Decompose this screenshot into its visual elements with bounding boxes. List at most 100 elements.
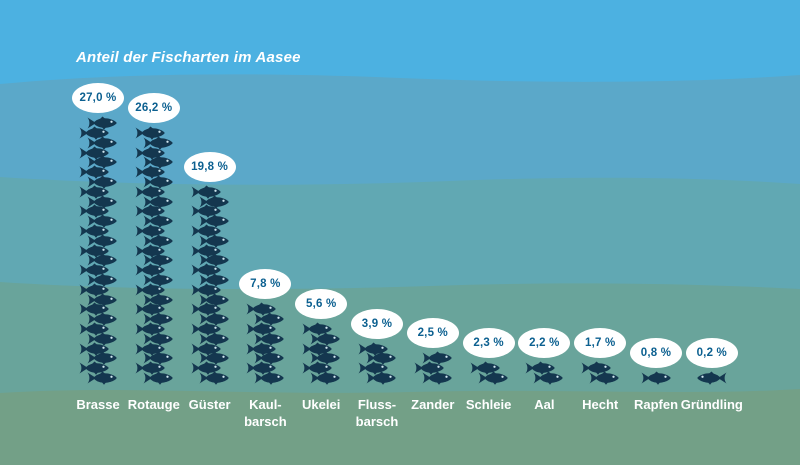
fish-icon: [254, 371, 285, 385]
fish-icon: [135, 146, 165, 160]
fish-icon: [199, 214, 229, 228]
fish-icon: [143, 195, 173, 209]
fish-icon: [79, 283, 109, 297]
fish-icon: [87, 214, 117, 228]
category-label: Brasse: [76, 397, 120, 412]
fish-icon: [143, 234, 173, 248]
category-label: Rapfen: [633, 397, 679, 412]
fish-icon: [302, 342, 332, 356]
fish-icon: [135, 322, 165, 336]
category-label: Aal: [534, 397, 555, 412]
fish-icon: [79, 263, 109, 277]
fish-icon: [422, 351, 452, 366]
fish-icon: [79, 244, 109, 258]
value-bubble: 5,6 %: [295, 289, 348, 319]
fish-icon: [366, 351, 396, 366]
value-bubble: 2,2 %: [518, 328, 571, 359]
fish-icon: [79, 204, 109, 219]
chart-title: Anteil der Fischarten im Aasee: [76, 49, 301, 66]
fish-icon: [79, 165, 109, 179]
fish-icon: [246, 361, 277, 375]
fish-icon: [246, 342, 277, 356]
fish-icon: [87, 234, 117, 248]
fish-icon: [87, 195, 117, 209]
fish-icon: [143, 136, 173, 150]
fish-icon: [641, 371, 671, 385]
fish-icon: [191, 342, 221, 356]
fish-icon: [191, 263, 221, 277]
category-label: Hecht: [582, 397, 619, 412]
category-label: Kaul- barsch: [244, 397, 287, 429]
fish-icon: [79, 185, 109, 199]
fish-icon: [143, 293, 173, 307]
fish-icon: [87, 351, 117, 366]
fish-icon: [135, 263, 165, 277]
fish-icon: [143, 371, 173, 385]
fish-icon: [135, 126, 165, 140]
fish-icon: [246, 322, 277, 336]
fish-icon: [79, 224, 109, 238]
fish-icon: [143, 332, 173, 346]
value-bubble: 2,5 %: [406, 318, 459, 349]
fish-icon: [87, 293, 117, 307]
fish-icon: [191, 322, 221, 336]
fish-icon: [358, 361, 388, 375]
fish-icon: [199, 253, 229, 268]
fish-icon: [87, 253, 117, 268]
category-label: Fluss- barsch: [355, 397, 399, 429]
fish-icon: [478, 371, 508, 385]
fish-icon: [135, 283, 165, 297]
fish-icon: [143, 253, 173, 268]
fish-icon: [366, 371, 396, 385]
fish-icon: [533, 371, 564, 385]
fish-icon: [199, 293, 229, 307]
value-bubble: 3,9 %: [351, 308, 403, 339]
fish-icon: [87, 273, 117, 287]
fish-icon: [470, 361, 500, 375]
fish-icon: [79, 322, 109, 336]
fish-icon: [191, 302, 221, 317]
fish-icon: [143, 155, 173, 170]
value-bubble: 26,2 %: [127, 93, 180, 123]
fish-icon: [135, 165, 165, 179]
fish-icon: [79, 146, 109, 160]
fish-icon: [87, 371, 117, 385]
fish-icon: [191, 283, 221, 297]
fish-icon: [422, 371, 452, 385]
value-bubble: 7,8 %: [239, 269, 292, 300]
fish-icon: [135, 342, 165, 356]
fish-icon: [143, 351, 173, 366]
fish-icon: [143, 312, 173, 326]
fish-icon: [79, 342, 109, 356]
fish-icon: [589, 371, 619, 385]
fish-icon: [358, 342, 388, 356]
fish-icon: [191, 244, 221, 258]
value-bubble: 27,0 %: [72, 83, 124, 114]
fish-icon: [135, 224, 165, 238]
fish-icon: [143, 175, 173, 189]
value-bubble: 2,3 %: [462, 328, 515, 359]
fish-icon: [79, 126, 109, 140]
fish-icon: [135, 185, 165, 199]
category-label: Güster: [188, 397, 231, 412]
fish-icon: [414, 361, 444, 375]
fish-icon: [191, 361, 221, 375]
fish-icon: [310, 371, 340, 385]
fish-icon: [135, 244, 165, 258]
fish-icon: [135, 302, 165, 317]
fish-icon: [87, 312, 117, 326]
fish-icon: [246, 302, 277, 317]
fish-icon: [135, 204, 165, 219]
fish-icon: [302, 361, 332, 375]
fish-icon: [87, 155, 117, 170]
fish-icon: [302, 322, 332, 336]
value-bubble: 19,8 %: [183, 151, 236, 182]
category-label: Rotauge: [127, 397, 180, 412]
value-bubble: 0,8 %: [630, 338, 682, 368]
fish-icon: [199, 351, 229, 366]
fish-icon: [310, 351, 340, 366]
fish-icon: [87, 332, 117, 346]
category-label: Schleie: [465, 397, 512, 412]
